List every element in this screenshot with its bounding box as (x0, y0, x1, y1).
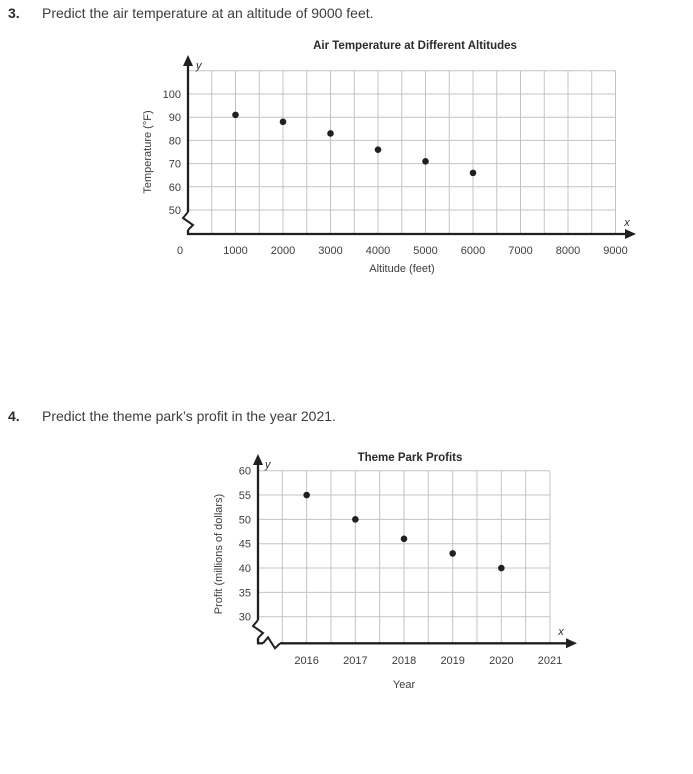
data-point (449, 550, 456, 557)
scatter-chart-theme-park-profits: y x 30 35 40 45 50 55 60 2016 2017 2018 2019 2020 2021… (213, 452, 577, 691)
y-tick-label: 50 (169, 205, 181, 217)
y-tick-label: 100 (163, 89, 181, 101)
data-point (327, 130, 334, 137)
question-3-text: Predict the air temperature at an altitu… (42, 5, 374, 21)
question-4-text: Predict the theme park’s profit in the y… (42, 408, 336, 424)
x-tick-label: 2016 (294, 655, 318, 667)
y-axis-label: Profit (millions of dollars) (213, 494, 225, 614)
data-point (469, 169, 477, 177)
y-axis-label: Temperature (°F) (142, 110, 154, 193)
y-tick-label: 90 (169, 112, 181, 124)
y-tick-label: 70 (169, 159, 181, 171)
x-tick-label: 2018 (392, 655, 416, 667)
x-axis-label: Year (393, 679, 416, 691)
x-tick-label: 1000 (223, 245, 247, 257)
data-point (422, 157, 429, 165)
y-tick-label: 60 (169, 182, 181, 194)
y-axis-letter: y (195, 60, 203, 72)
x-axis-letter: x (557, 626, 564, 638)
data-point (498, 564, 505, 572)
x-axis-arrowhead (625, 229, 636, 239)
chart-title: Theme Park Profits (358, 452, 463, 464)
x-tick-label: 8000 (556, 245, 580, 257)
x-tick-label: 0 (177, 245, 183, 257)
x-tick-label: 5000 (413, 245, 437, 257)
x-tick-label: 2017 (343, 655, 367, 667)
x-tick-label: 3000 (318, 245, 342, 257)
y-tick-label: 80 (169, 135, 181, 147)
x-tick-label: 2021 (538, 655, 562, 667)
y-tick-label: 50 (239, 514, 251, 526)
data-point (374, 146, 382, 153)
question-3-number: 3. (8, 5, 20, 21)
data-point (232, 111, 239, 119)
y-tick-label: 30 (239, 612, 251, 624)
y-tick-label: 40 (239, 563, 251, 575)
y-tick-label: 35 (239, 587, 251, 599)
y-axis-arrowhead (253, 454, 263, 465)
x-tick-label: 4000 (366, 245, 390, 257)
x-tick-label: 2000 (271, 245, 295, 257)
x-tick-label: 9000 (603, 245, 627, 257)
y-axis-letter: y (264, 459, 272, 471)
data-point (279, 118, 287, 126)
y-axis-break-squiggle (181, 211, 195, 231)
y-axis-break-squiggle (251, 619, 265, 639)
x-tick-label: 7000 (508, 245, 532, 257)
y-tick-label: 60 (239, 466, 251, 478)
x-tick-label: 2020 (489, 655, 513, 667)
x-axis-label: Altitude (feet) (369, 263, 434, 275)
y-tick-label: 55 (239, 490, 251, 502)
x-axis-arrowhead (566, 638, 577, 649)
y-axis-arrowhead (183, 55, 193, 66)
question-4-number: 4. (8, 408, 20, 424)
x-tick-label: 2019 (440, 655, 464, 667)
x-axis-break-squiggle (262, 635, 281, 650)
data-point (303, 491, 310, 499)
x-tick-label: 6000 (461, 245, 485, 257)
y-tick-label: 45 (239, 539, 251, 551)
chart-title: Air Temperature at Different Altitudes (313, 40, 517, 52)
data-point (352, 516, 359, 523)
data-point (400, 535, 408, 543)
x-axis-letter: x (623, 217, 630, 229)
